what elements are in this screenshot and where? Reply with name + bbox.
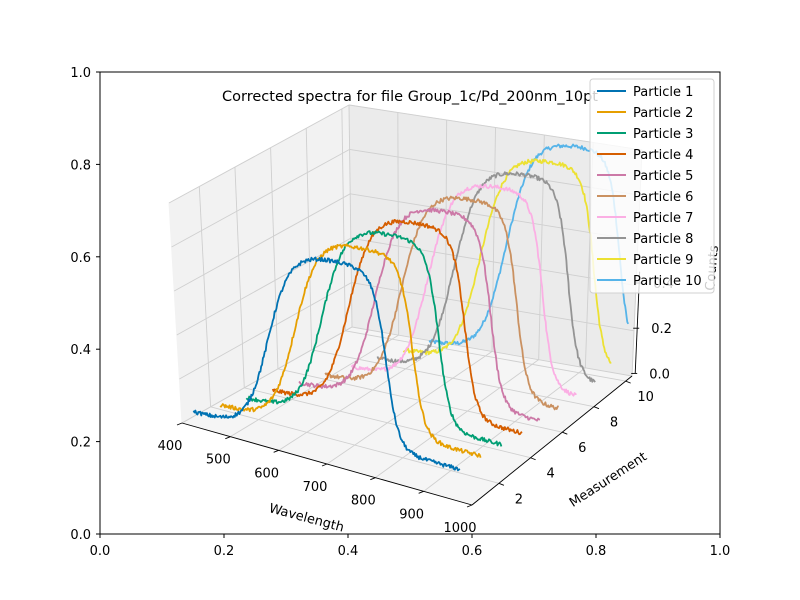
outer-y-tick-label: 0.4 [70,343,91,358]
grid-line-z-left [171,149,350,248]
outer-y-tick-label: 0.6 [70,251,91,266]
y-axis-line [471,375,633,506]
outer-axes: 0.0 0.2 0.4 0.6 0.8 1.0 0.0 0.2 0.4 0.6 0.8 1.0 [70,66,730,559]
x-tick [176,422,183,426]
z-tick-label: 0.2 [651,322,672,337]
legend-label: Particle 6 [633,190,693,205]
y-tick-label: 4 [546,467,554,482]
x-tick [466,504,473,508]
grid-line-x-back [538,134,545,360]
legend-label: Particle 4 [633,148,693,163]
x-tick-label: 1000 [443,521,476,536]
outer-x-tick-label: 0.8 [586,544,607,559]
y-tick [530,457,536,461]
x-tick [225,436,231,440]
grid-line-z-back [350,237,637,287]
legend-label: Particle 5 [633,169,693,184]
x-tick-label: 400 [158,439,183,454]
y-tick [593,406,600,410]
z-tick-label: 0.0 [649,367,670,382]
outer-axes-frame [99,71,721,535]
grid-line-y-left [198,186,212,407]
grid-line-x-back [348,104,353,328]
y-tick-label: 2 [515,492,523,507]
outer-y-tick-label: 0.2 [70,436,91,451]
grid-line-x-back [491,127,496,352]
series-line [298,207,541,422]
outer-x-tick-label: 0.0 [90,544,111,559]
outer-x-tick-label: 0.2 [214,544,235,559]
series-line [350,183,577,397]
legend-label: Particle 3 [633,127,693,142]
outer-x-tick-label: 0.6 [462,544,483,559]
legend-label: Particle 10 [633,274,702,289]
grid-line-z-left [179,282,352,380]
outer-x-tick-label: 0.4 [338,544,359,559]
x-tick [370,477,376,481]
grid-line-z-left [176,237,352,336]
legend-label: Particle 7 [633,211,693,226]
y-tick [625,380,631,384]
series-line [192,256,461,472]
grid-line-z-back [351,282,635,332]
x-tick [418,490,424,494]
outer-x-tick-label: 1.0 [710,544,731,559]
x-tick [273,449,279,453]
grid-line-y-left [270,147,279,369]
legend-label: Particle 9 [633,253,693,268]
series-line [324,195,559,411]
grid-line-y-left [341,108,346,331]
grid-line-z-left [173,193,351,292]
x-tick-label: 700 [303,480,328,495]
y-axis-label: Measurement [567,450,650,511]
grid-line-y-floor [210,406,500,484]
grid-line-y-left [305,128,313,350]
x-axis-label: Wavelength [267,501,345,535]
legend-label: Particle 2 [633,106,693,121]
grid-line-z-left [168,104,350,204]
grid-line-x-back [444,119,448,344]
series-line [245,230,503,447]
y-tick-label: 8 [610,416,618,431]
outer-y-tick-label: 0.8 [70,158,91,173]
grid-line-y-floor [345,330,626,382]
series-line [219,243,482,458]
3d-panes [168,104,643,506]
x-tick-label: 900 [399,507,424,522]
outer-y-tick-label: 1.0 [70,66,91,81]
legend-label: Particle 8 [633,232,693,247]
y-tick-label: 10 [637,390,654,405]
y-tick [562,431,568,435]
y-tick-label: 6 [578,441,586,456]
x-tick [321,463,328,467]
outer-y-tick-label: 0.0 [70,528,91,543]
grid-line-z-left [181,326,353,424]
legend-label: Particle 1 [633,85,693,100]
chart-title: Corrected spectra for file Group_1c/Pd_2… [222,89,598,105]
x-tick-label: 500 [206,453,231,468]
grid-line-z-back [351,326,633,377]
grid-line-y-left [234,167,245,388]
x-tick-label: 800 [351,494,376,509]
series-line [402,158,612,364]
series-line [271,218,523,436]
y-tick [498,482,505,486]
x-tick-label: 600 [254,466,279,481]
legend: Particle 1 Particle 2 Particle 3 Particle 4… [589,78,715,294]
grid-line-y-floor [244,387,531,459]
